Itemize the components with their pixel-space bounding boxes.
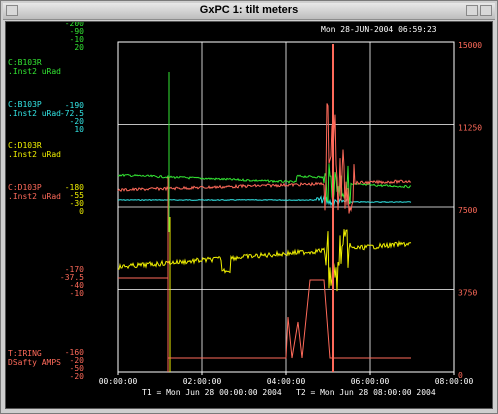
- channel-5-unit: DSafty AMPS: [8, 358, 61, 367]
- right-axis-tick-label: 3750: [458, 289, 477, 298]
- tilt-chart: -200-90-1020-190-72.5-2010-180-55-300-17…: [60, 22, 482, 386]
- trace-cyan: [118, 195, 412, 207]
- left-scale-label: -50: [70, 364, 85, 373]
- channel-2-name: C:B103P: [8, 100, 42, 109]
- window-title: GxPC 1: tilt meters: [199, 4, 299, 16]
- channel-4-name: C:D103P: [8, 183, 42, 192]
- x-axis-tick-label: 04:00:00: [267, 377, 306, 386]
- left-scale-label: -200: [65, 22, 84, 28]
- trace-green: [117, 163, 412, 204]
- footer-t1: T1 = Mon Jun 28 00:00:00 2004: [142, 388, 282, 397]
- x-axis-tick-label: 06:00:00: [351, 377, 390, 386]
- left-scale-label: -190: [65, 101, 84, 110]
- channel-3-name: C:D103R: [8, 141, 42, 150]
- channel-4-unit: .Inst2 uRad: [8, 192, 61, 201]
- left-scale-label: 0: [79, 207, 84, 216]
- left-scale-label: 20: [74, 43, 84, 52]
- title-bar[interactable]: GxPC 1: tilt meters: [3, 3, 495, 20]
- right-axis-tick-label: 11250: [458, 124, 482, 133]
- right-axis-tick-label: 0: [458, 371, 463, 380]
- header-timestamp: Mon 28-JUN-2004 06:59:23: [321, 25, 437, 34]
- left-scale-label: -20: [70, 356, 85, 365]
- left-scale-label: -30: [70, 199, 85, 208]
- left-scale-label: -20: [70, 372, 85, 381]
- left-scale-label: -10: [70, 289, 85, 298]
- left-scale-label: -55: [70, 191, 85, 200]
- channel-1-unit: .Inst2 uRad: [8, 67, 61, 76]
- left-scale-label: -170: [65, 265, 84, 274]
- left-scale-label: -37.5: [60, 273, 84, 282]
- strip-chart-display: Mon 28-JUN-2004 06:59:23 C:B103R .Inst2 …: [5, 21, 493, 409]
- left-scale-label: -20: [70, 117, 85, 126]
- footer-t2: T2 = Mon Jun 28 08:00:00 2004: [296, 388, 436, 397]
- trace-salmon: [117, 103, 412, 214]
- window-menu-button[interactable]: [6, 5, 18, 16]
- left-scale-label: -90: [70, 27, 85, 36]
- left-scale-label: 10: [74, 125, 84, 134]
- trace-dsafty-current: [118, 277, 411, 359]
- channel-2-unit: .Inst2 uRad: [8, 109, 61, 118]
- minimize-button[interactable]: [466, 5, 478, 16]
- maximize-button[interactable]: [480, 5, 492, 16]
- trace-yellow: [117, 229, 412, 292]
- left-scale-label: -10: [70, 35, 85, 44]
- x-axis-tick-label: 00:00:00: [99, 377, 138, 386]
- x-axis-tick-label: 08:00:00: [435, 377, 474, 386]
- right-axis-tick-label: 7500: [458, 206, 477, 215]
- left-scale-label: -160: [65, 348, 84, 357]
- channel-5-name: T:IRING: [8, 349, 42, 358]
- left-scale-label: -40: [70, 281, 85, 290]
- right-axis-tick-label: 15000: [458, 41, 482, 50]
- left-scale-label: -180: [65, 183, 84, 192]
- channel-1-name: C:B103R: [8, 58, 42, 67]
- left-scale-label: -72.5: [60, 109, 84, 118]
- channel-3-unit: .Inst2 uRad: [8, 150, 61, 159]
- x-axis-tick-label: 02:00:00: [183, 377, 222, 386]
